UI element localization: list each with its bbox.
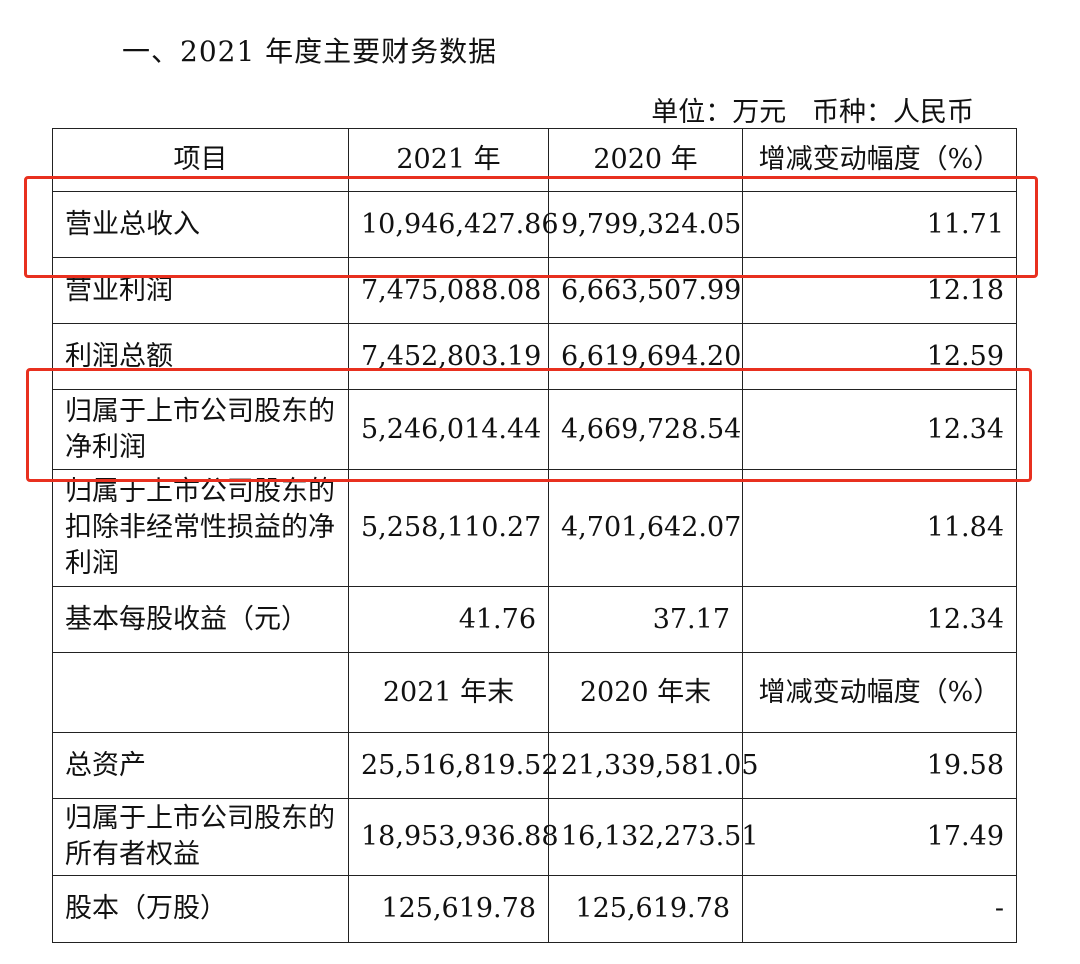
unit-currency-note: 单位：万元 币种：人民币: [651, 90, 974, 129]
table-header-row: 项目 2021 年 2020 年 增减变动幅度（%）: [53, 129, 1017, 192]
row-change: 12.18: [743, 258, 1017, 324]
row-2021: 7,452,803.19: [349, 324, 549, 390]
table-row: 归属于上市公司股东的所有者权益 18,953,936.88 16,132,273…: [53, 799, 1017, 876]
header-change: 增减变动幅度（%）: [743, 129, 1017, 192]
row-item: 归属于上市公司股东的所有者权益: [53, 799, 349, 876]
row-2021: 41.76: [349, 587, 549, 653]
row-item: 归属于上市公司股东的净利润: [53, 390, 349, 470]
row-2020: 16,132,273.51: [549, 799, 743, 876]
table-row: 利润总额 7,452,803.19 6,619,694.20 12.59: [53, 324, 1017, 390]
row-2021: 10,946,427.86: [349, 192, 549, 258]
subheader-2020: 2020 年末: [549, 653, 743, 733]
row-change: 12.34: [743, 587, 1017, 653]
row-item: 营业利润: [53, 258, 349, 324]
header-item: 项目: [53, 129, 349, 192]
table-row: 归属于上市公司股东的扣除非经常性损益的净利润 5,258,110.27 4,70…: [53, 470, 1017, 587]
row-change: -: [743, 876, 1017, 943]
header-2021: 2021 年: [349, 129, 549, 192]
table-row: 基本每股收益（元） 41.76 37.17 12.34: [53, 587, 1017, 653]
row-2021: 18,953,936.88: [349, 799, 549, 876]
subheader-change: 增减变动幅度（%）: [743, 653, 1017, 733]
row-change: 19.58: [743, 733, 1017, 799]
row-change: 11.84: [743, 470, 1017, 587]
table-row: 股本（万股） 125,619.78 125,619.78 -: [53, 876, 1017, 943]
row-2020: 9,799,324.05: [549, 192, 743, 258]
row-change: 17.49: [743, 799, 1017, 876]
row-2021: 125,619.78: [349, 876, 549, 943]
row-item: 基本每股收益（元）: [53, 587, 349, 653]
row-2020: 21,339,581.05: [549, 733, 743, 799]
table-row: 营业利润 7,475,088.08 6,663,507.99 12.18: [53, 258, 1017, 324]
row-2020: 4,701,642.07: [549, 470, 743, 587]
header-2020: 2020 年: [549, 129, 743, 192]
row-change: 12.34: [743, 390, 1017, 470]
row-2021: 7,475,088.08: [349, 258, 549, 324]
row-item: 总资产: [53, 733, 349, 799]
subheader-2021: 2021 年末: [349, 653, 549, 733]
table-row: 总资产 25,516,819.52 21,339,581.05 19.58: [53, 733, 1017, 799]
row-item: 利润总额: [53, 324, 349, 390]
subheader-item: [53, 653, 349, 733]
row-2020: 6,619,694.20: [549, 324, 743, 390]
table-subheader-row: 2021 年末 2020 年末 增减变动幅度（%）: [53, 653, 1017, 733]
row-item: 股本（万股）: [53, 876, 349, 943]
row-change: 11.71: [743, 192, 1017, 258]
page-title: 一、2021 年度主要财务数据: [122, 30, 497, 70]
row-item: 归属于上市公司股东的扣除非经常性损益的净利润: [53, 470, 349, 587]
table-row: 归属于上市公司股东的净利润 5,246,014.44 4,669,728.54 …: [53, 390, 1017, 470]
row-2020: 4,669,728.54: [549, 390, 743, 470]
row-2021: 5,258,110.27: [349, 470, 549, 587]
table-row: 营业总收入 10,946,427.86 9,799,324.05 11.71: [53, 192, 1017, 258]
row-2021: 5,246,014.44: [349, 390, 549, 470]
row-2020: 125,619.78: [549, 876, 743, 943]
financial-data-table: 项目 2021 年 2020 年 增减变动幅度（%） 营业总收入 10,946,…: [52, 128, 1017, 943]
row-2020: 37.17: [549, 587, 743, 653]
row-2021: 25,516,819.52: [349, 733, 549, 799]
row-2020: 6,663,507.99: [549, 258, 743, 324]
row-item: 营业总收入: [53, 192, 349, 258]
row-change: 12.59: [743, 324, 1017, 390]
